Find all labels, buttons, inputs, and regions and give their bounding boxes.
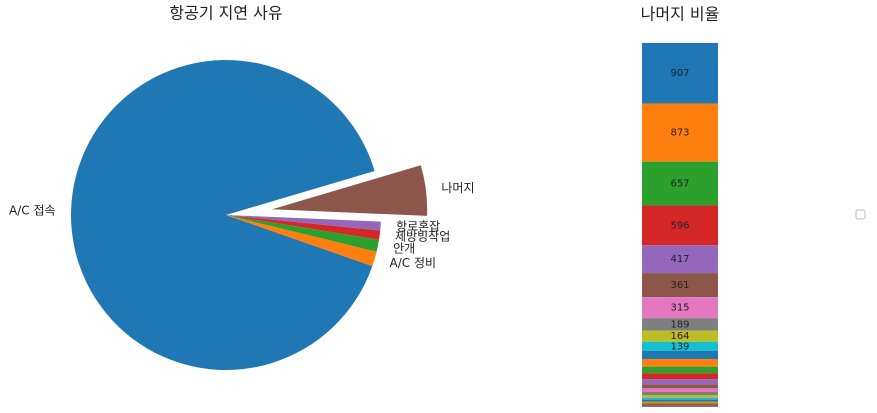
pie-title: 항공기 지연 사유 — [169, 4, 282, 23]
bar-segment — [642, 388, 718, 392]
value-label: 139 — [670, 341, 689, 352]
slice-label: 제방빙작업 — [395, 230, 450, 244]
slice-label: 나머지 — [441, 181, 474, 195]
legend-box — [855, 209, 866, 220]
bar-segment — [642, 394, 718, 398]
slice-label: A/C 접속 — [9, 203, 56, 217]
value-label: 315 — [670, 303, 689, 314]
slice-label: 안개 — [393, 241, 415, 255]
bar-segment — [642, 43, 718, 104]
slice-label: A/C 정비 — [390, 256, 437, 270]
pie-slice — [226, 215, 381, 240]
bar-segment — [642, 358, 718, 367]
value-label: 907 — [670, 68, 689, 79]
bar-segment — [642, 403, 718, 405]
bar-segment — [642, 318, 718, 331]
bar-segment — [642, 391, 718, 395]
value-label: 189 — [670, 319, 689, 330]
value-label: 596 — [670, 220, 689, 231]
pie-slice — [226, 215, 377, 267]
bar-segment — [642, 330, 718, 342]
bar-segment — [642, 205, 718, 246]
bar-segment — [642, 404, 718, 406]
bar-segment — [642, 397, 718, 400]
bar-segment — [642, 103, 718, 162]
bar-segment — [642, 401, 718, 404]
value-label: 417 — [670, 254, 689, 265]
pie-slice — [272, 165, 428, 216]
bar-segment — [642, 405, 718, 407]
value-label: 873 — [670, 128, 689, 139]
bar-segment — [642, 161, 718, 206]
bar-segment — [642, 341, 718, 351]
bar-segment — [642, 245, 718, 274]
bar-segment — [642, 384, 718, 389]
value-label: 164 — [670, 331, 689, 342]
slice-label: 항로혼잡 — [396, 220, 440, 234]
bar-title: 나머지 비율 — [641, 5, 720, 24]
bar-segment — [642, 379, 718, 385]
bar-segment — [642, 273, 718, 298]
value-label: 361 — [670, 280, 689, 291]
bar-segment — [642, 297, 718, 319]
bar-segment — [642, 406, 718, 407]
bar-segment — [642, 399, 718, 402]
bar-segment — [642, 373, 718, 380]
pie-slice — [226, 215, 380, 252]
pie-slice — [226, 215, 381, 231]
bar-segment — [642, 366, 718, 374]
value-label: 657 — [670, 179, 689, 190]
bar-segment — [642, 350, 718, 359]
pie-slice — [70, 60, 375, 371]
